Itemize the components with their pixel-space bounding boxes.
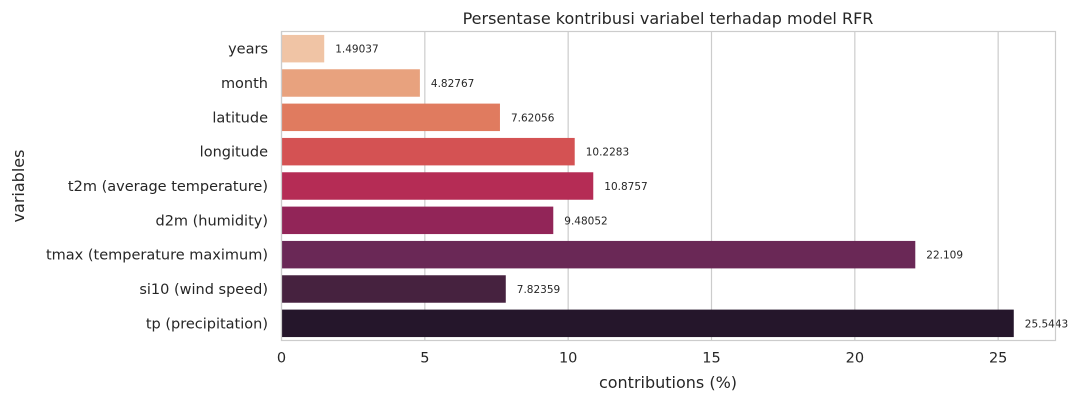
data-labels: 1.49037 4.82767 7.62056 10.2283 10.8757 9.480…: [335, 44, 1068, 331]
y-tick-label: t2m (average temperature): [68, 179, 268, 195]
data-label: 1.49037: [335, 44, 378, 56]
x-tick-label: 20: [846, 351, 864, 367]
bar: [281, 240, 916, 269]
x-tick-labels: 0 5 10 15 20 25: [277, 351, 1008, 367]
bar: [281, 275, 506, 303]
y-axis-label: variables: [9, 150, 28, 223]
x-tick-label: 15: [702, 351, 720, 367]
y-tick-label: month: [221, 76, 268, 92]
x-tick-label: 10: [559, 351, 577, 367]
y-tick-label: latitude: [212, 110, 268, 126]
bar: [281, 206, 554, 235]
data-label: 10.2283: [586, 147, 629, 159]
y-tick-labels: years month latitude longitude t2m (average …: [46, 42, 268, 333]
x-tick-label: 0: [277, 351, 286, 367]
y-tick-label: tp (precipitation): [146, 316, 268, 332]
data-label: 25.5443: [1025, 318, 1068, 330]
data-label: 22.109: [926, 250, 963, 262]
y-tick-label: tmax (temperature maximum): [46, 248, 268, 264]
y-tick-label: years: [228, 42, 268, 58]
chart-title: Persentase kontribusi variabel terhadap …: [463, 9, 874, 28]
x-tick-label: 5: [420, 351, 429, 367]
bar: [281, 34, 325, 63]
x-tick-label: 25: [989, 351, 1007, 367]
plot-frame: [280, 30, 1057, 342]
x-axis-label: contributions (%): [599, 373, 737, 392]
bar: [281, 172, 594, 200]
bar: [281, 103, 500, 132]
data-label: 4.82767: [431, 78, 474, 90]
data-label: 10.8757: [604, 181, 647, 193]
y-tick-label: si10 (wind speed): [139, 282, 268, 298]
data-label: 7.62056: [511, 112, 555, 124]
bar: [281, 69, 420, 97]
data-label: 9.48052: [564, 215, 607, 227]
y-tick-label: longitude: [200, 145, 268, 161]
data-label: 7.82359: [517, 284, 560, 296]
y-tick-label: d2m (humidity): [155, 213, 268, 229]
bar: [281, 137, 575, 166]
bar: [281, 309, 1014, 338]
bars: [281, 34, 1014, 338]
